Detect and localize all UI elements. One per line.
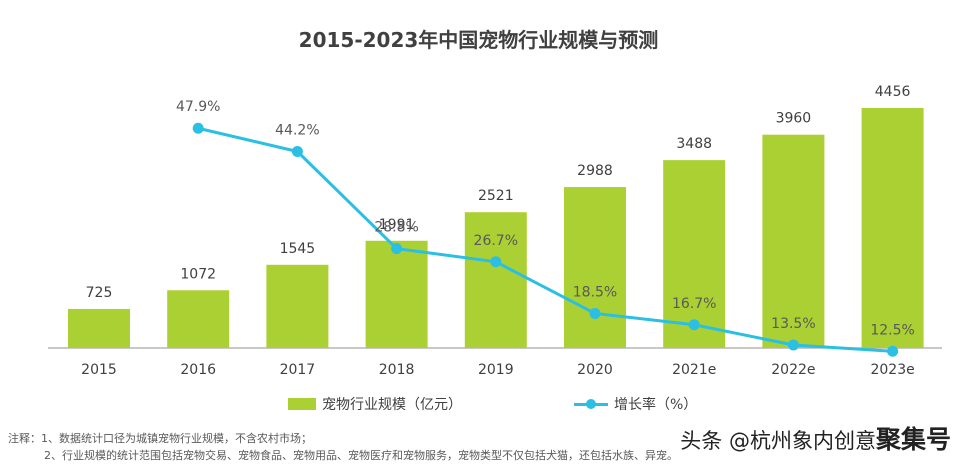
footnote-1: 注释：1、数据统计口径为城镇宠物行业规模，不含农村市场； <box>8 432 312 445</box>
growth-rate-label: 28.8% <box>374 220 418 236</box>
bar-2020 <box>564 187 626 348</box>
x-tick-label: 2016 <box>180 362 216 378</box>
x-tick-label: 2017 <box>280 362 316 378</box>
bar-2022e <box>762 134 825 348</box>
bar-2019 <box>464 212 527 348</box>
bar-2015 <box>68 308 130 348</box>
legend-item-line: 增长率（%） <box>574 394 697 414</box>
growth-rate-label: 47.9% <box>176 99 220 115</box>
growth-rate-point <box>787 339 799 351</box>
growth-rate-label: 12.5% <box>870 322 914 338</box>
legend-bar-swatch <box>288 398 316 410</box>
bar-value-label: 2988 <box>577 163 613 179</box>
growth-rate-point <box>391 243 403 255</box>
bar-value-label: 3488 <box>676 136 712 152</box>
x-tick-label: 2020 <box>577 362 613 378</box>
bar-value-label: 4456 <box>875 84 911 100</box>
watermark-text: 头条 @杭州象内创意 <box>680 429 876 453</box>
growth-rate-point <box>887 345 899 357</box>
bar-value-label: 3960 <box>776 111 812 127</box>
legend-label-bar: 宠物行业规模（亿元） <box>322 397 462 413</box>
growth-rate-label: 26.7% <box>474 233 518 249</box>
legend-line-swatch <box>574 398 608 410</box>
footnote-2: 2、行业规模的统计范围包括宠物交易、宠物食品、宠物用品、宠物医疗和宠物服务，宠物… <box>44 449 678 462</box>
chart-title: 2015-2023年中国宠物行业规模与预测 <box>298 28 659 52</box>
growth-rate-point <box>490 256 502 268</box>
bar-value-label: 725 <box>86 285 113 301</box>
bar-2018 <box>365 240 428 348</box>
x-tick-label: 2021e <box>672 362 716 378</box>
growth-rate-point <box>291 146 303 158</box>
legend-item-bar: 宠物行业规模（亿元） <box>288 394 462 414</box>
growth-rate-line <box>197 126 893 353</box>
growth-rate-label: 18.5% <box>573 284 617 300</box>
legend-label-line: 增长率（%） <box>614 397 698 413</box>
x-tick-label: 2018 <box>379 362 415 378</box>
growth-rate-point <box>192 122 204 134</box>
bar-value-label: 2521 <box>478 188 514 204</box>
growth-rate-label: 44.2% <box>275 123 319 139</box>
bar-2017 <box>266 264 329 348</box>
legend-line-dot <box>586 399 596 409</box>
x-tick-label: 2023e <box>870 362 914 378</box>
bar-2016 <box>167 290 230 348</box>
growth-rate-point <box>589 307 601 319</box>
x-tick-label: 2015 <box>81 362 117 378</box>
x-tick-label: 2019 <box>478 362 514 378</box>
growth-rate-label: 13.5% <box>771 316 815 332</box>
growth-rate-label: 16.7% <box>672 296 716 312</box>
footnotes: 注释：1、数据统计口径为城镇宠物行业规模，不含农村市场； 2、行业规模的统计范围… <box>8 430 678 464</box>
bar-value-label: 1545 <box>280 241 316 257</box>
watermark-brand: 聚集号 <box>875 425 951 454</box>
bar-2021e <box>663 160 726 348</box>
watermark: 头条 @杭州象内创意聚集号 <box>680 420 951 456</box>
growth-rate-point <box>688 319 700 331</box>
bar-2023e <box>861 108 924 348</box>
bar-value-label: 1991 <box>379 217 415 233</box>
x-tick-label: 2022e <box>771 362 815 378</box>
bar-value-label: 1072 <box>180 266 216 282</box>
